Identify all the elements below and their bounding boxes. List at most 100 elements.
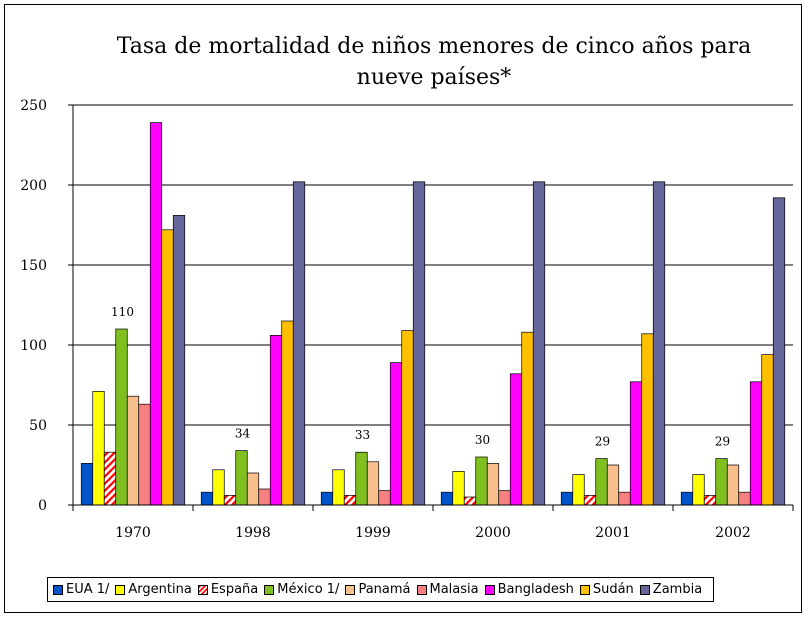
y-tick-label: 200 xyxy=(20,178,47,194)
legend-label: EUA 1/ xyxy=(66,582,110,597)
bar xyxy=(595,458,608,506)
bar xyxy=(572,474,585,506)
legend-item: Panamá xyxy=(345,582,411,597)
bar xyxy=(715,458,728,506)
chart-title: Tasa de mortalidad de niños menores de c… xyxy=(117,34,751,90)
bar xyxy=(332,469,345,506)
bar xyxy=(138,403,151,506)
bar xyxy=(452,471,465,506)
bar xyxy=(401,330,414,506)
bar xyxy=(498,490,511,506)
legend-label: Panamá xyxy=(358,582,411,597)
bar xyxy=(223,495,237,506)
bar xyxy=(641,333,654,506)
bar xyxy=(772,197,786,506)
bar xyxy=(749,381,763,506)
bar xyxy=(761,354,774,506)
axes: 1970 1998 1999 2000 2001 2002 xyxy=(72,105,794,541)
legend-swatch xyxy=(53,584,63,595)
legend-label: Malasia xyxy=(429,582,479,597)
x-tick-label: 1970 xyxy=(115,525,151,541)
bar xyxy=(475,456,488,506)
bar xyxy=(532,181,546,506)
data-label: 29 xyxy=(715,435,730,449)
y-tick-label: 150 xyxy=(20,258,47,274)
bar xyxy=(115,328,128,506)
legend-item: Argentina xyxy=(115,582,192,597)
chart-title-line: nueve países* xyxy=(357,65,512,90)
bar xyxy=(680,491,694,506)
y-tick-label: 50 xyxy=(29,418,47,434)
legend-swatch xyxy=(416,584,427,595)
bar xyxy=(378,490,391,506)
bar xyxy=(366,461,380,506)
bar xyxy=(161,229,174,506)
bar xyxy=(292,181,306,506)
bar xyxy=(486,463,500,506)
legend-swatch xyxy=(639,584,650,595)
data-label: 34 xyxy=(235,427,251,441)
bar xyxy=(80,463,94,506)
bar xyxy=(629,381,643,506)
legend-item: Zambia xyxy=(639,582,703,597)
x-tick-label: 2001 xyxy=(595,525,631,541)
bar xyxy=(738,491,751,506)
bar xyxy=(355,451,368,506)
bar xyxy=(320,491,334,506)
bar xyxy=(726,464,740,506)
bar xyxy=(463,496,477,506)
legend-swatch xyxy=(197,584,208,595)
data-label: 110 xyxy=(111,305,134,319)
bar xyxy=(212,469,225,506)
bar xyxy=(583,495,597,506)
bar xyxy=(560,491,574,506)
legend-label: Sudán xyxy=(592,582,634,597)
bar xyxy=(412,181,426,506)
bar xyxy=(618,491,631,506)
bar xyxy=(281,320,294,506)
x-tick-label: 2000 xyxy=(475,525,511,541)
bar xyxy=(103,451,117,506)
bar xyxy=(521,331,534,506)
data-label: 29 xyxy=(595,435,610,449)
legend-label: México 1/ xyxy=(277,582,340,597)
bar xyxy=(246,472,260,506)
legend-label: Zambia xyxy=(652,582,703,597)
bar xyxy=(92,391,105,506)
bar xyxy=(703,495,717,506)
legend-label: Argentina xyxy=(128,582,192,597)
bar xyxy=(235,450,248,506)
bar xyxy=(149,122,163,506)
bar xyxy=(652,181,666,506)
legend-item: Bangladesh xyxy=(484,582,574,597)
x-tick-label: 1998 xyxy=(235,525,271,541)
legend-label: España xyxy=(210,582,259,597)
x-tick-label: 2002 xyxy=(715,525,751,541)
legend-swatch xyxy=(345,584,356,595)
legend-item: EUA 1/ xyxy=(53,582,109,597)
legend-item: México 1/ xyxy=(264,582,339,597)
x-tick-label: 1999 xyxy=(355,525,391,541)
bar xyxy=(509,373,523,506)
y-tick-label: 0 xyxy=(38,498,47,514)
legend-item: Sudán xyxy=(579,582,634,597)
data-label: 30 xyxy=(475,433,490,447)
bar xyxy=(200,491,214,506)
y-tick-label: 250 xyxy=(20,98,47,114)
legend-swatch xyxy=(264,584,275,595)
legend-swatch xyxy=(115,584,126,595)
legend: EUA 1/Argentina España México 1/Panamá Mala… xyxy=(47,577,715,602)
bar xyxy=(258,488,271,506)
bar xyxy=(126,395,140,506)
bar xyxy=(343,495,357,506)
legend-label: Bangladesh xyxy=(497,582,574,597)
legend-item: España xyxy=(197,582,259,597)
legend-swatch xyxy=(484,584,495,595)
bar xyxy=(606,464,620,506)
bar xyxy=(269,335,283,506)
legend-item: Malasia xyxy=(416,582,479,597)
y-tick-label: 100 xyxy=(20,338,47,354)
bar xyxy=(389,362,403,506)
bar xyxy=(692,474,705,506)
